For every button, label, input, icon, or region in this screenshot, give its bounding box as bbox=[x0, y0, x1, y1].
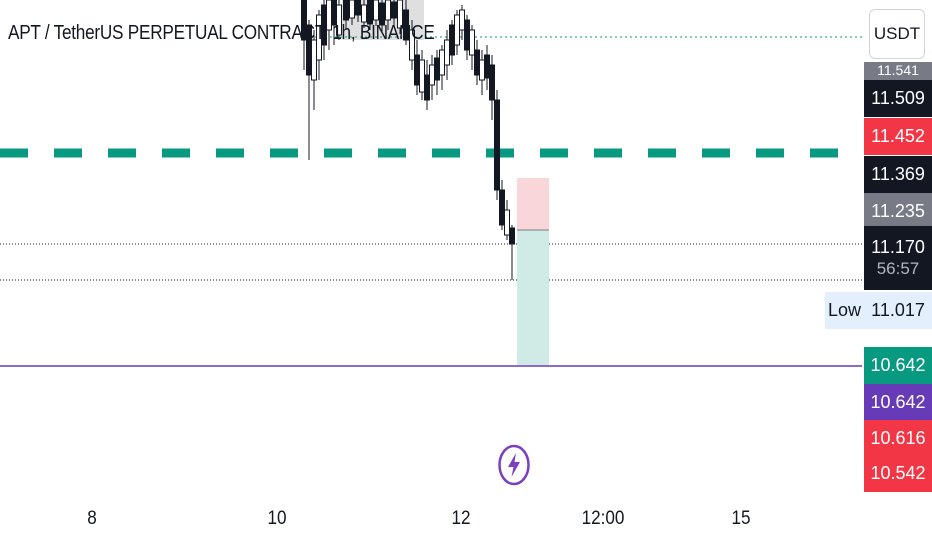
price-label-red-2: 10.616 bbox=[864, 420, 932, 457]
candle-body bbox=[414, 54, 420, 86]
candle-body bbox=[397, 0, 403, 29]
candle-body bbox=[373, 0, 379, 21]
candle-body bbox=[409, 29, 415, 61]
take-profit-zone[interactable] bbox=[517, 230, 549, 365]
candlestick-series bbox=[301, 0, 515, 280]
price-label-black-2: 11.369 bbox=[864, 156, 932, 193]
candle-body bbox=[479, 59, 485, 81]
current-price-value: 11.170 bbox=[871, 237, 925, 257]
candle-body bbox=[403, 9, 409, 41]
candle-body bbox=[424, 74, 430, 101]
candle-body bbox=[379, 2, 385, 26]
candle-body bbox=[301, 0, 307, 41]
time-label-4: 15 bbox=[731, 508, 751, 529]
lightning-circle-icon[interactable] bbox=[497, 443, 531, 487]
time-label-2: 12 bbox=[451, 508, 471, 529]
candle-body bbox=[449, 24, 455, 56]
candle-body bbox=[484, 54, 490, 79]
price-label-grey: 11.235 bbox=[864, 193, 932, 230]
candle-body bbox=[469, 29, 475, 56]
candle-body bbox=[509, 227, 515, 245]
chart-title: APT / TetherUS PERPETUAL CONTRACT, 1h, B… bbox=[8, 22, 435, 44]
price-label-purple: 10.642 bbox=[864, 384, 932, 421]
candle-body bbox=[349, 0, 355, 19]
candle-body bbox=[311, 39, 317, 81]
price-label-red-1: 11.452 bbox=[864, 118, 932, 155]
time-label-1: 10 bbox=[267, 508, 287, 529]
candle-body bbox=[459, 9, 465, 31]
candle-body bbox=[454, 14, 460, 46]
candle-body bbox=[355, 0, 361, 16]
candle-body bbox=[429, 64, 435, 86]
bar-countdown: 56:57 bbox=[876, 259, 920, 278]
candle-body bbox=[343, 0, 349, 21]
candle-body bbox=[464, 19, 470, 51]
current-price-badge: 11.170 56:57 bbox=[864, 226, 932, 290]
candle-body bbox=[439, 49, 445, 76]
low-tag: Low bbox=[825, 292, 864, 329]
candle-body bbox=[361, 4, 367, 23]
candle-body bbox=[494, 99, 500, 191]
candle-body bbox=[489, 64, 495, 101]
stop-loss-zone[interactable] bbox=[517, 178, 549, 230]
time-label-3: 12:00 bbox=[581, 508, 625, 529]
low-price-badge: 11.017 bbox=[864, 292, 932, 329]
price-label-last: 11.509 bbox=[864, 80, 932, 117]
candle-body bbox=[444, 39, 450, 66]
price-label-red-3: 10.542 bbox=[864, 455, 932, 492]
candle-body bbox=[336, 4, 342, 36]
price-label-green: 10.642 bbox=[864, 347, 932, 384]
time-label-0: 8 bbox=[87, 508, 97, 529]
candle-body bbox=[367, 0, 373, 25]
candle-body bbox=[385, 0, 391, 21]
price-label-partial: 11.541 bbox=[864, 62, 932, 80]
candle-body bbox=[499, 189, 505, 226]
currency-button[interactable]: USDT bbox=[869, 9, 925, 59]
candle-body bbox=[434, 57, 440, 81]
candle-body bbox=[391, 1, 397, 19]
candle-body bbox=[504, 209, 510, 236]
candle-body bbox=[419, 59, 425, 93]
candle-body bbox=[474, 49, 480, 76]
